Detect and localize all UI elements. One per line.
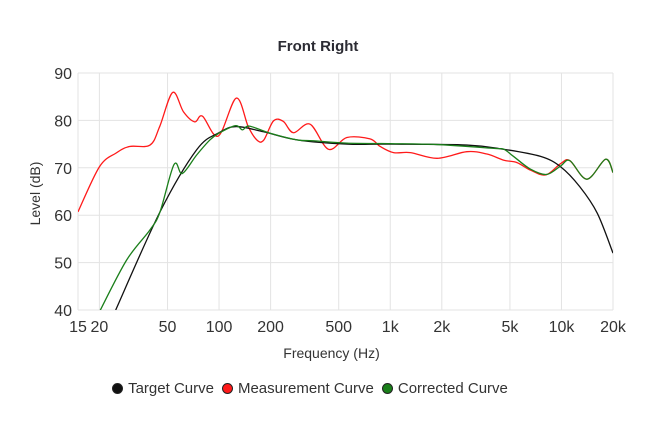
legend-dot-target <box>112 383 124 394</box>
legend-label-measurement: Measurement Curve <box>237 380 374 397</box>
x-tick-label: 20k <box>600 319 627 336</box>
chart-title: Front Right <box>277 38 359 55</box>
x-tick-label: 100 <box>206 319 233 336</box>
x-tick-label: 20 <box>90 319 108 336</box>
legend-dot-corrected <box>381 383 393 394</box>
series-line-target-curve <box>115 125 613 310</box>
y-tick-label: 40 <box>54 303 72 320</box>
x-axis-label: Frequency (Hz) <box>283 345 379 361</box>
y-tick-label: 80 <box>54 113 72 130</box>
y-tick-label: 70 <box>54 161 72 178</box>
x-tick-label: 50 <box>159 319 177 336</box>
legend-item-target[interactable]: Target Curve <box>112 380 214 397</box>
x-tick-label: 1k <box>382 319 400 336</box>
x-tick-label: 2k <box>433 319 451 336</box>
x-tick-label: 500 <box>325 319 352 336</box>
legend-item-measurement[interactable]: Measurement Curve <box>221 380 374 397</box>
chart-legend: Target Curve Measurement Curve Corrected… <box>0 380 620 397</box>
y-tick-label: 50 <box>54 256 72 273</box>
x-tick-label: 15 <box>69 319 87 336</box>
x-tick-label: 5k <box>501 319 519 336</box>
legend-item-corrected[interactable]: Corrected Curve <box>381 380 508 397</box>
series-line-measurement-curve <box>78 91 613 213</box>
x-tick-label: 200 <box>257 319 284 336</box>
legend-label-corrected: Corrected Curve <box>397 380 508 397</box>
series-line-corrected-curve <box>99 124 613 310</box>
legend-dot-measurement <box>221 383 233 394</box>
y-tick-label: 60 <box>54 208 72 225</box>
legend-label-target: Target Curve <box>128 380 214 397</box>
y-axis-label: Level (dB) <box>27 162 43 226</box>
x-tick-label: 10k <box>549 319 576 336</box>
y-tick-label: 90 <box>54 66 72 83</box>
